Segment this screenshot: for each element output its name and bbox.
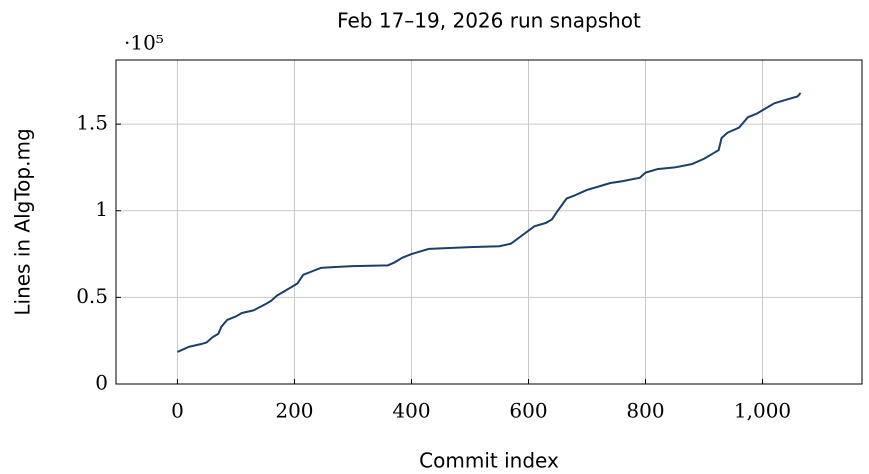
x-tick-label: 0: [171, 399, 184, 423]
x-tick-label: 1,000: [734, 399, 791, 423]
x-tick-label: 400: [392, 399, 430, 423]
x-tick-label: 600: [509, 399, 547, 423]
y-tick-label: 1: [95, 197, 108, 221]
y-axis-label: Lines in AlgTop.mg: [11, 128, 35, 315]
y-tick-label: 1.5: [76, 111, 108, 135]
y-tick-label: 0: [95, 371, 108, 395]
x-tick-label: 800: [626, 399, 664, 423]
x-axis-label: Commit index: [419, 449, 559, 473]
y-tick-label: 0.5: [76, 284, 108, 308]
y-multiplier: ·10⁵: [124, 31, 164, 55]
x-tick-label: 200: [275, 399, 313, 423]
chart-title: Feb 17–19, 2026 run snapshot: [337, 9, 641, 33]
plot-frame: [115, 59, 863, 385]
data-line: [177, 92, 802, 353]
